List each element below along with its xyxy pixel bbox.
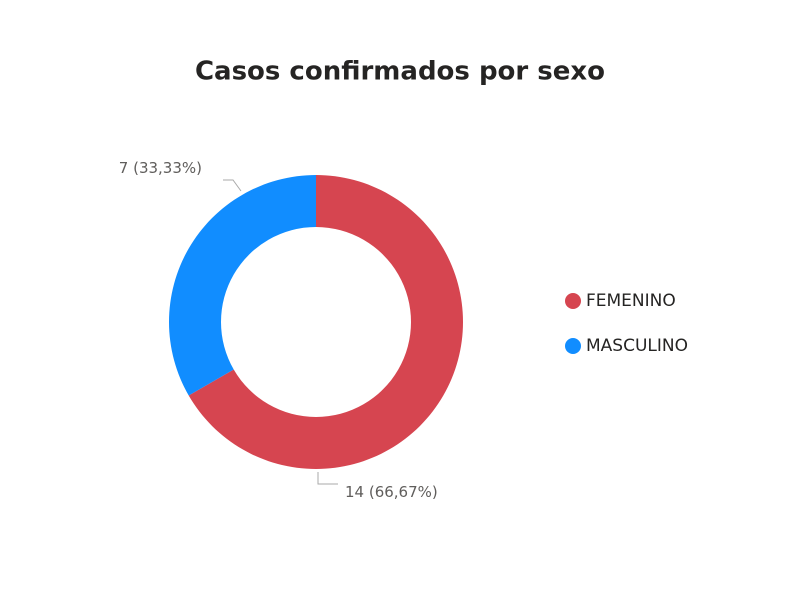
leader-line: [317, 472, 338, 485]
chart-title: Casos confirmados por sexo: [195, 57, 605, 87]
legend-label: MASCULINO: [586, 336, 688, 356]
donut-slice: [188, 175, 463, 469]
leader-line: [223, 179, 242, 192]
legend-label: FEMENINO: [586, 291, 676, 311]
value-label: 14 (66,67%): [345, 483, 438, 501]
legend-marker: [565, 338, 581, 354]
donut-slice: [168, 175, 316, 396]
legend-marker: [565, 293, 581, 309]
value-label: 7 (33,33%): [118, 159, 202, 177]
